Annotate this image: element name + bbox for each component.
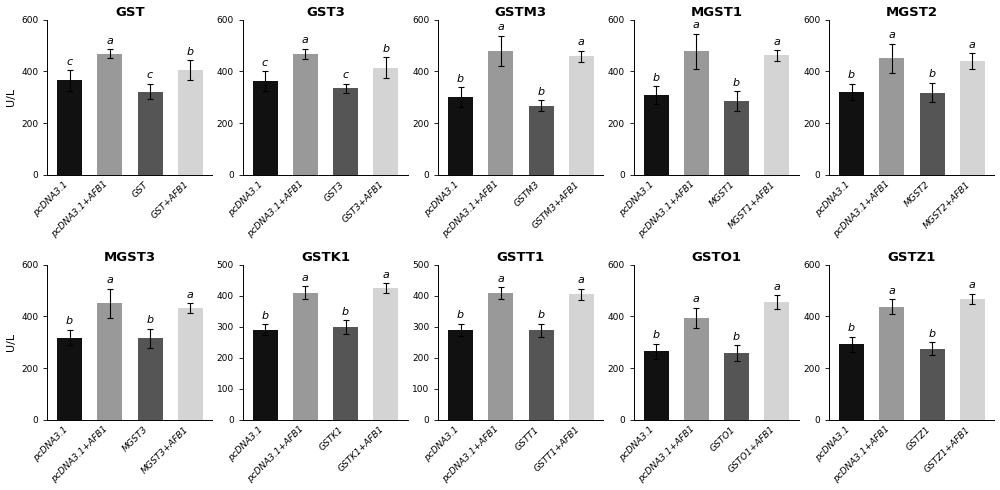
Text: a: a [382,270,389,280]
Title: GSTT1: GSTT1 [497,250,545,264]
Text: a: a [497,23,504,32]
Bar [764,302,789,420]
Bar [57,338,82,420]
Text: a: a [969,280,976,290]
Bar [529,105,554,175]
Text: b: b [457,74,464,84]
Text: a: a [302,273,309,283]
Text: b: b [733,78,740,88]
Text: a: a [888,30,895,40]
Title: MGST1: MGST1 [690,5,742,19]
Bar [724,353,749,420]
Text: c: c [262,58,268,68]
Text: b: b [848,71,855,80]
Bar [178,70,203,175]
Text: b: b [342,307,349,317]
Bar [57,80,82,175]
Text: a: a [888,286,895,296]
Text: a: a [773,282,780,292]
Title: MGST3: MGST3 [104,250,156,264]
Bar [960,299,985,420]
Text: a: a [693,294,700,304]
Text: a: a [106,36,113,46]
Bar [97,54,122,175]
Bar [178,308,203,420]
Text: b: b [652,73,660,83]
Title: GSTZ1: GSTZ1 [888,250,936,264]
Bar [644,351,669,420]
Title: GSTK1: GSTK1 [301,250,350,264]
Text: b: b [146,315,154,325]
Bar [529,330,554,420]
Bar [448,330,473,420]
Text: b: b [733,332,740,342]
Text: b: b [66,317,73,326]
Text: c: c [147,71,153,80]
Bar [253,81,278,175]
Bar [839,344,864,420]
Bar [960,61,985,175]
Text: c: c [342,70,349,80]
Text: b: b [457,310,464,320]
Text: a: a [578,37,585,48]
Bar [97,303,122,420]
Bar [920,93,945,175]
Text: b: b [537,310,545,320]
Bar [333,327,358,420]
Bar [879,307,904,420]
Text: b: b [261,311,269,321]
Bar [684,51,709,175]
Text: b: b [928,70,936,79]
Title: MGST2: MGST2 [886,5,938,19]
Text: a: a [578,275,585,285]
Text: c: c [66,57,73,67]
Bar [764,55,789,175]
Bar [684,318,709,420]
Text: a: a [497,273,504,284]
Bar [373,68,398,175]
Text: a: a [969,40,976,50]
Text: b: b [187,47,194,57]
Bar [138,92,163,175]
Bar [138,339,163,420]
Text: a: a [187,290,194,299]
Text: b: b [848,323,855,333]
Bar [373,288,398,420]
Bar [644,95,669,175]
Title: GST3: GST3 [306,5,345,19]
Bar [879,58,904,175]
Text: b: b [652,330,660,340]
Text: a: a [302,35,309,45]
Text: b: b [537,87,545,97]
Text: a: a [106,275,113,285]
Title: GSTO1: GSTO1 [691,250,741,264]
Y-axis label: U/L: U/L [6,333,16,351]
Bar [724,101,749,175]
Text: b: b [382,44,389,54]
Bar [569,294,594,420]
Text: a: a [693,20,700,30]
Bar [293,54,318,175]
Bar [293,293,318,420]
Bar [569,56,594,175]
Bar [839,92,864,175]
Title: GSTM3: GSTM3 [495,5,547,19]
Text: a: a [773,37,780,47]
Bar [448,98,473,175]
Bar [253,330,278,420]
Bar [333,88,358,175]
Title: GST: GST [115,5,145,19]
Y-axis label: U/L: U/L [6,88,16,106]
Bar [920,349,945,420]
Text: b: b [928,329,936,339]
Bar [488,51,513,175]
Bar [488,293,513,420]
